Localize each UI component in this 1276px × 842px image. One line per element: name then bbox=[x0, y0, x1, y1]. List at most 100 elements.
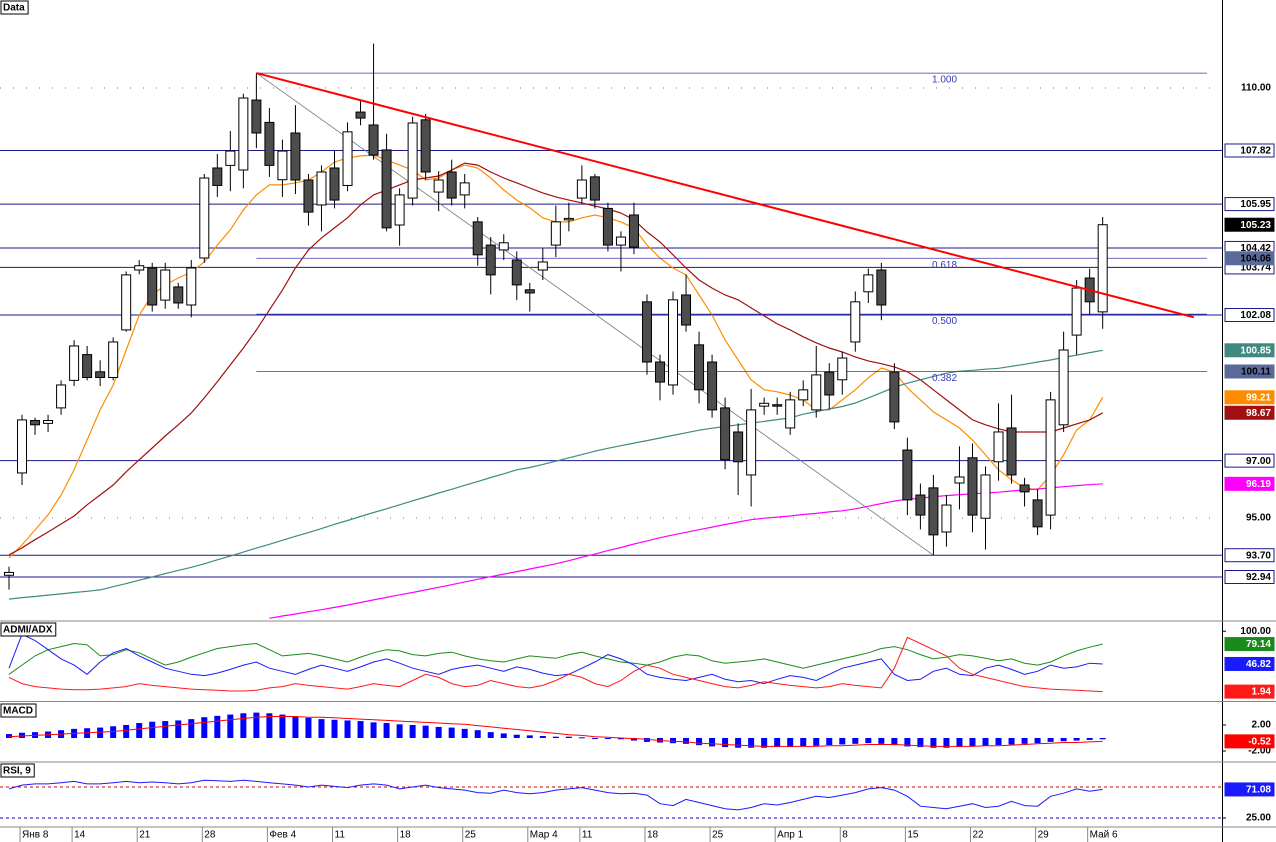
macd-bar bbox=[643, 737, 650, 742]
candle-body bbox=[1097, 224, 1108, 313]
candle-body bbox=[1058, 349, 1069, 426]
macd-bar bbox=[930, 737, 937, 748]
y-tick-label: 25.00 bbox=[1246, 813, 1271, 824]
candle-body bbox=[433, 179, 444, 193]
candle-body bbox=[485, 244, 496, 276]
candle-body bbox=[1019, 484, 1030, 493]
macd-bar bbox=[943, 737, 950, 748]
macd-bar bbox=[865, 737, 872, 744]
price-label: 71.08 bbox=[1246, 785, 1271, 796]
candle-body bbox=[941, 504, 952, 533]
candle-body bbox=[668, 299, 679, 386]
x-tick-label: Янв 8 bbox=[22, 830, 49, 841]
macd-bar bbox=[149, 721, 156, 738]
candle-body bbox=[290, 132, 301, 181]
price-label-box bbox=[1224, 197, 1275, 212]
candle-body bbox=[134, 265, 145, 271]
macd-bar bbox=[813, 737, 820, 746]
candle-body bbox=[1071, 287, 1082, 336]
price-label: 104.42 bbox=[1240, 243, 1271, 254]
candle-body bbox=[576, 179, 587, 199]
candle-body bbox=[355, 111, 366, 119]
candle-body bbox=[550, 221, 561, 246]
macd-bar bbox=[1099, 737, 1106, 740]
candle-body bbox=[316, 171, 327, 206]
x-tick-label: 11 bbox=[335, 830, 346, 841]
price-label-box bbox=[1224, 143, 1275, 158]
price-label: 107.82 bbox=[1240, 146, 1271, 157]
panel-title-box bbox=[0, 703, 37, 718]
macd-bar bbox=[97, 727, 104, 738]
signal-line bbox=[8, 716, 1103, 747]
price-label-box bbox=[1224, 308, 1275, 323]
candle-body bbox=[602, 207, 613, 246]
candle-body bbox=[277, 150, 288, 181]
price-label-box bbox=[1224, 217, 1275, 232]
macd-bar bbox=[435, 726, 442, 738]
price-label: -0.52 bbox=[1248, 737, 1271, 748]
price-label: 93.70 bbox=[1246, 550, 1271, 561]
candle-body bbox=[160, 269, 171, 301]
candle-body bbox=[108, 341, 119, 379]
candle-body bbox=[420, 119, 431, 173]
x-tick-label: Май 6 bbox=[1090, 830, 1118, 841]
macd-bar bbox=[227, 714, 234, 738]
moving-average bbox=[8, 349, 1103, 600]
candle-body bbox=[759, 402, 770, 407]
price-label-box bbox=[1224, 453, 1275, 468]
macd-bar bbox=[487, 732, 494, 738]
candle-body bbox=[43, 419, 54, 424]
x-tick-label: 28 bbox=[204, 830, 216, 841]
candle-body bbox=[889, 371, 900, 423]
macd-bar bbox=[370, 722, 377, 738]
macd-bar bbox=[1060, 737, 1067, 742]
x-tick-label: Апр 1 bbox=[777, 830, 803, 841]
x-tick-label: 18 bbox=[647, 830, 659, 841]
candle-body bbox=[95, 371, 106, 379]
price-label: 104.06 bbox=[1240, 253, 1271, 264]
price-label: 102.08 bbox=[1240, 310, 1271, 321]
candle-body bbox=[511, 259, 522, 286]
price-label-box bbox=[1224, 364, 1275, 379]
macd-bar bbox=[6, 734, 12, 738]
indicator-line bbox=[8, 633, 1103, 685]
candle-body bbox=[772, 404, 783, 407]
candle-body bbox=[329, 167, 340, 201]
x-tick-label: 25 bbox=[465, 830, 477, 841]
candle-body bbox=[915, 494, 926, 516]
price-label: 96.19 bbox=[1246, 479, 1271, 490]
macd-bar bbox=[774, 737, 781, 748]
macd-bar bbox=[722, 737, 729, 748]
x-tick-label: 25 bbox=[712, 830, 724, 841]
candle-body bbox=[446, 171, 457, 199]
candle-body bbox=[980, 474, 991, 519]
candle-body bbox=[394, 194, 405, 226]
macd-bar bbox=[617, 737, 624, 740]
candle-body bbox=[993, 431, 1004, 463]
price-label-box bbox=[1224, 476, 1275, 491]
macd-bar bbox=[344, 720, 351, 738]
macd-bar bbox=[1073, 737, 1080, 741]
x-tick-label: 22 bbox=[972, 830, 984, 841]
price-label: 105.23 bbox=[1240, 220, 1271, 231]
y-tick-label: 95.00 bbox=[1246, 513, 1271, 524]
macd-bar bbox=[19, 732, 26, 738]
price-label: 79.14 bbox=[1246, 639, 1271, 650]
x-tick-label: 29 bbox=[1038, 830, 1050, 841]
macd-bar bbox=[969, 737, 976, 747]
macd-bar bbox=[852, 737, 859, 744]
macd-bar bbox=[826, 737, 833, 746]
macd-bar bbox=[917, 737, 924, 748]
macd-bar bbox=[318, 719, 325, 738]
candle-body bbox=[472, 221, 483, 256]
candle-body bbox=[733, 431, 744, 463]
price-label-box bbox=[1224, 548, 1275, 563]
candle-body bbox=[876, 269, 887, 306]
macd-bar bbox=[292, 716, 299, 738]
x-tick-label: 21 bbox=[139, 830, 151, 841]
macd-bar bbox=[422, 725, 429, 738]
macd-bar bbox=[539, 736, 546, 738]
macd-bar bbox=[709, 737, 716, 747]
